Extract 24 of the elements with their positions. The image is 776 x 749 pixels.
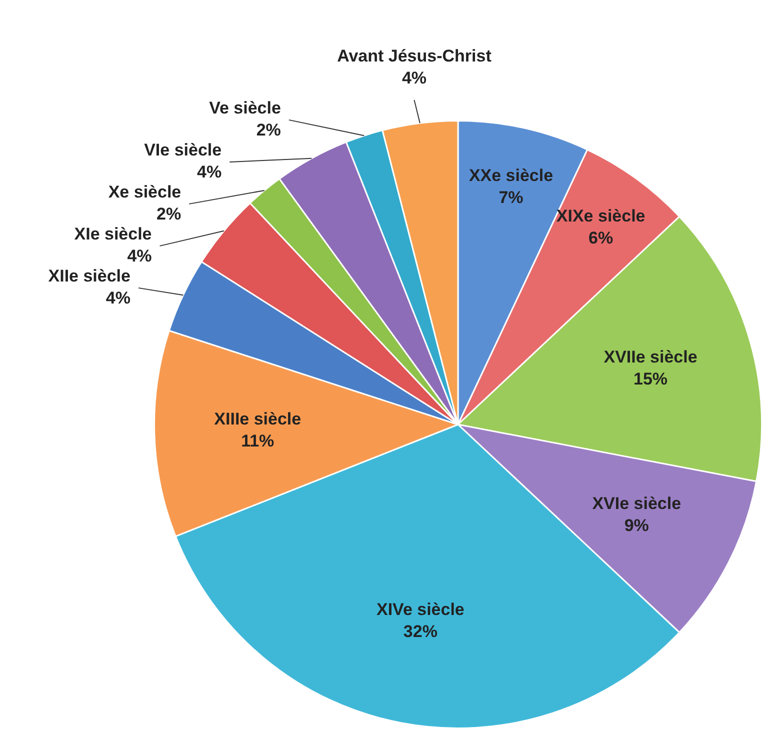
data-label: 9% [624,516,649,536]
data-label: 4% [106,288,130,308]
slice-label: XIIe siècle [48,266,130,286]
data-label: 15% [634,369,668,388]
data-label: 2% [156,204,182,224]
slice-label: XXe siècle [468,166,554,186]
slice-label: XIIIe siècle [214,409,302,428]
slice-label: XIXe siècle [556,206,646,226]
slice-label: VIe siècle [144,140,222,160]
data-label: 4% [197,162,222,182]
slice-label: Xe siècle [108,182,182,202]
slice-label: XVIe siècle [592,494,682,514]
data-label: 4% [127,246,152,266]
slice-label: XIVe siècle [376,600,464,620]
data-label: 4% [402,68,427,88]
data-label: 2% [256,120,281,140]
data-label: 32% [403,622,438,642]
data-label: 7% [498,188,524,208]
slice-label: Ve siècle [209,98,281,118]
slice-label: Avant Jésus-Christ [337,46,492,66]
slice-label: XIe siècle [74,224,152,244]
data-label: 6% [588,228,614,248]
slice-label: XVIIe siècle [604,347,698,366]
data-label: 11% [241,431,274,450]
